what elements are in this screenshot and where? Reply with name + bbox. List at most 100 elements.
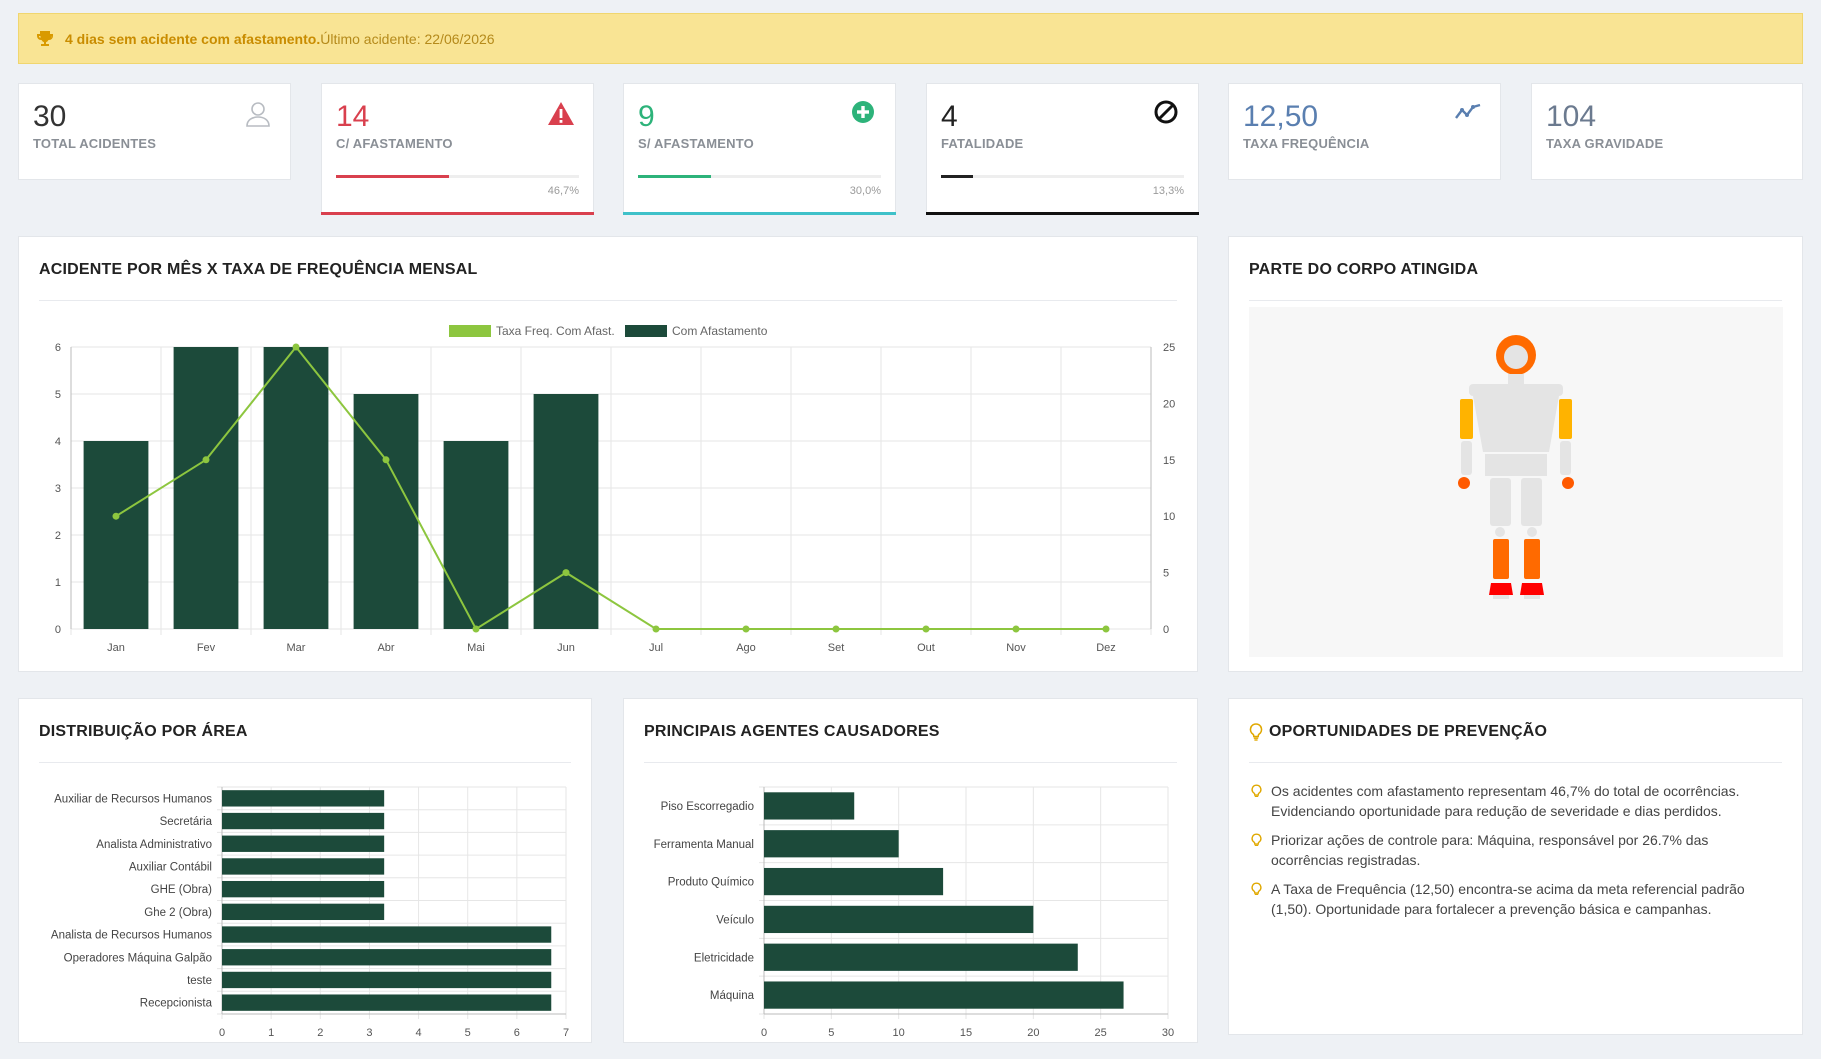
x-tick: Mai — [467, 642, 485, 654]
kpi-progress-fill — [638, 175, 711, 178]
prevention-item-text: Priorizar ações de controle para: Máquin… — [1271, 832, 1709, 868]
y-tick: Operadores Máquina Galpão — [64, 952, 212, 964]
y-tick: Veículo — [716, 914, 754, 926]
kpi-accent-line — [623, 212, 896, 215]
x-tick: Set — [828, 642, 845, 654]
y-tick: Auxiliar Contábil — [129, 861, 212, 873]
body-left-shin — [1493, 539, 1509, 579]
bar-jan — [83, 441, 149, 629]
freq-point-mai — [472, 625, 480, 633]
area-chart: 0 1 2 3 4 5 6 7 Auxiliar de Recursos Humanos Secr… — [51, 786, 569, 1039]
bar-mar — [263, 347, 329, 629]
y-left-tick: 0 — [55, 624, 61, 636]
body-left-upper-arm — [1460, 399, 1473, 439]
y-right-tick: 25 — [1163, 342, 1175, 354]
y-tick: teste — [187, 975, 212, 987]
kpi-progress-track — [638, 175, 881, 178]
monthly-chart-title: ACIDENTE POR MÊS X TAXA DE FREQUÊNCIA ME… — [39, 261, 478, 278]
hbar — [222, 858, 385, 875]
body-right-shin — [1524, 539, 1540, 579]
freq-point-jul — [652, 625, 660, 633]
card-divider — [1249, 762, 1782, 763]
body-right-upper-arm — [1559, 399, 1572, 439]
card-divider — [644, 762, 1177, 763]
y-tick: Ferramenta Manual — [654, 839, 754, 851]
body-right-hand — [1562, 477, 1574, 489]
freq-line — [115, 345, 1106, 631]
prevention-item: Os acidentes com afastamento representam… — [1249, 781, 1784, 821]
freq-point-ago — [742, 625, 750, 633]
y-tick: Secretária — [160, 816, 213, 828]
y-right-tick: 10 — [1163, 511, 1175, 523]
prevention-item: Priorizar ações de controle para: Máquin… — [1249, 830, 1784, 870]
kpi-label: TAXA FREQUÊNCIA — [1243, 136, 1370, 151]
kpi-progress-track — [941, 175, 1184, 178]
y-tick: Máquina — [710, 990, 755, 1002]
hbar — [222, 903, 385, 921]
x-tick: 0 — [761, 1027, 767, 1039]
no-accident-banner: 4 dias sem acidente com afastamento. Últ… — [18, 13, 1803, 64]
y-tick: Analista Administrativo — [96, 839, 212, 851]
hbar — [222, 971, 552, 989]
x-tick: 2 — [317, 1027, 323, 1039]
freq-point-jun — [562, 569, 570, 577]
y-left-tick: 6 — [55, 342, 61, 354]
lightbulb-icon — [1251, 833, 1262, 846]
kpi-percent: 13,3% — [1152, 185, 1184, 197]
x-tick: 6 — [514, 1027, 520, 1039]
agents-card: PRINCIPAIS AGENTES CAUSADORES 0 5 10 15 20 25… — [623, 698, 1198, 1043]
kpi-value: 9 — [638, 100, 655, 133]
user-icon — [246, 102, 270, 127]
kpi-total-acidentes: 30 TOTAL ACIDENTES — [18, 83, 291, 180]
freq-point-abr — [382, 456, 390, 464]
hbar — [222, 926, 552, 943]
prevention-title: OPORTUNIDADES DE PREVENÇÃO — [1249, 723, 1547, 741]
legend-label-bar: Com Afastamento — [672, 324, 768, 338]
x-tick: 30 — [1162, 1027, 1174, 1039]
ban-icon — [1154, 100, 1178, 124]
kpi-progress-fill — [941, 175, 974, 178]
bar-mai — [443, 441, 509, 629]
bar-abr — [353, 394, 419, 629]
hbar — [222, 790, 385, 807]
y-tick: Piso Escorregadio — [661, 801, 754, 813]
x-tick: 10 — [893, 1027, 905, 1039]
kpi-value: 4 — [941, 100, 958, 133]
prevention-item-text: A Taxa de Frequência (12,50) encontra-se… — [1271, 881, 1745, 917]
x-tick: 15 — [960, 1027, 972, 1039]
trend-icon — [1455, 103, 1481, 119]
hbar — [222, 812, 385, 830]
x-tick: Abr — [377, 642, 394, 654]
kpi-value: 30 — [33, 100, 67, 133]
freq-point-out — [922, 625, 930, 633]
hbar — [764, 905, 1034, 934]
x-tick: Fev — [197, 642, 216, 654]
body-right-foot — [1520, 583, 1544, 595]
x-tick: Jan — [107, 642, 125, 654]
x-tick: 4 — [416, 1027, 422, 1039]
y-left-tick: 3 — [55, 483, 61, 495]
body-figure-panel — [1249, 307, 1783, 657]
y-right-tick: 0 — [1163, 624, 1169, 636]
freq-point-nov — [1012, 625, 1020, 633]
y-left-tick: 5 — [55, 389, 61, 401]
x-tick: Jul — [649, 642, 663, 654]
kpi-accent-line — [321, 212, 594, 215]
legend-swatch-line — [449, 325, 491, 337]
body-left-hand — [1458, 477, 1470, 489]
area-distribution-card: DISTRIBUIÇÃO POR ÁREA 0 1 2 3 4 5 6 7 Auxiliar d… — [18, 698, 592, 1043]
x-tick: 3 — [366, 1027, 372, 1039]
x-tick: Nov — [1006, 642, 1026, 654]
kpi-label: C/ AFASTAMENTO — [336, 136, 453, 151]
x-tick: 5 — [465, 1027, 471, 1039]
banner-last-accident: Último acidente: 22/06/2026 — [320, 30, 495, 47]
card-divider — [39, 300, 1177, 301]
y-right-tick: 20 — [1163, 398, 1175, 410]
bar-fev — [173, 347, 239, 629]
plus-circle-icon — [852, 101, 874, 123]
trophy-icon — [37, 30, 53, 46]
bar-jun — [533, 394, 599, 629]
hbar — [222, 880, 385, 898]
y-left-tick: 1 — [55, 577, 61, 589]
hbar — [222, 994, 552, 1011]
